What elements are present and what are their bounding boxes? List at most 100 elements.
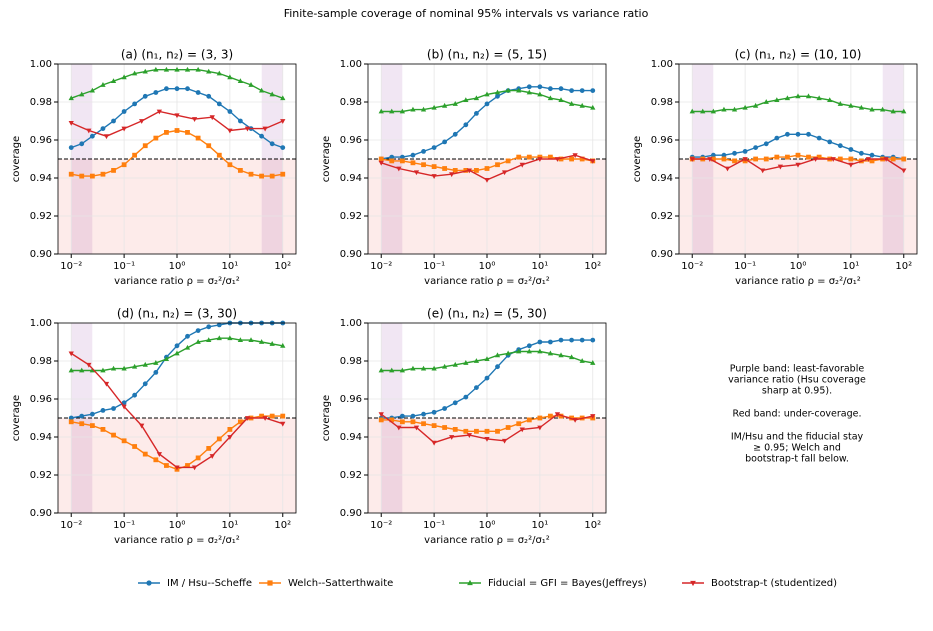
data-point bbox=[516, 87, 522, 93]
data-point bbox=[142, 381, 148, 387]
data-point bbox=[410, 160, 416, 166]
data-point bbox=[901, 156, 907, 162]
data-point bbox=[269, 341, 275, 346]
data-point bbox=[410, 413, 416, 419]
data-point bbox=[421, 411, 426, 417]
data-point bbox=[110, 78, 117, 84]
data-point bbox=[431, 440, 437, 446]
data-point bbox=[547, 339, 553, 345]
data-point bbox=[495, 428, 500, 434]
data-point bbox=[784, 95, 791, 101]
data-point bbox=[378, 108, 384, 114]
data-point bbox=[484, 375, 490, 381]
data-point bbox=[68, 367, 74, 373]
data-point bbox=[452, 131, 458, 137]
data-point bbox=[526, 84, 532, 90]
subplot-title: (b) (n₁, n₂) = (5, 15) bbox=[427, 48, 547, 62]
data-point bbox=[378, 156, 384, 162]
data-point bbox=[206, 446, 212, 451]
data-point bbox=[68, 419, 74, 425]
data-point bbox=[721, 156, 727, 162]
data-point bbox=[558, 156, 564, 162]
data-point bbox=[753, 156, 759, 162]
data-point bbox=[227, 335, 233, 341]
data-point bbox=[237, 118, 243, 124]
y-axis-label: coverage bbox=[11, 395, 22, 441]
data-point bbox=[89, 411, 95, 417]
data-point bbox=[206, 143, 212, 149]
data-point bbox=[547, 350, 554, 356]
data-point bbox=[474, 385, 479, 390]
data-point bbox=[837, 143, 843, 149]
x-tick-label: 10² bbox=[895, 261, 912, 272]
y-tick-label: 0.90 bbox=[30, 249, 52, 260]
data-point bbox=[399, 108, 406, 114]
data-point bbox=[195, 66, 201, 72]
data-point bbox=[526, 343, 532, 349]
data-point bbox=[153, 457, 159, 463]
data-point bbox=[777, 164, 784, 170]
data-point bbox=[111, 168, 116, 173]
data-point bbox=[827, 139, 833, 145]
data-point bbox=[484, 428, 490, 434]
data-point bbox=[579, 337, 585, 343]
y-tick-label: 1.00 bbox=[340, 59, 362, 70]
y-tick-label: 0.92 bbox=[340, 470, 362, 481]
data-point bbox=[248, 82, 254, 87]
data-point bbox=[547, 95, 554, 101]
y-tick-label: 0.96 bbox=[651, 135, 673, 146]
x-tick-label: 10¹ bbox=[532, 520, 549, 531]
data-point bbox=[806, 131, 811, 137]
y-tick-label: 0.98 bbox=[30, 356, 52, 367]
data-point bbox=[68, 120, 74, 126]
x-axis-label: variance ratio ρ = σ₂²/σ₁² bbox=[424, 535, 550, 546]
data-point bbox=[100, 171, 106, 177]
x-axis-label: variance ratio ρ = σ₂²/σ₁² bbox=[114, 276, 240, 287]
data-point bbox=[516, 348, 522, 354]
data-point bbox=[79, 141, 85, 147]
data-point bbox=[163, 356, 170, 362]
data-point bbox=[590, 360, 596, 365]
x-tick-label: 10² bbox=[274, 520, 291, 531]
y-tick-label: 1.00 bbox=[340, 318, 362, 329]
data-point bbox=[68, 171, 74, 177]
data-point bbox=[763, 141, 769, 147]
data-point bbox=[132, 444, 138, 449]
data-point bbox=[848, 156, 854, 162]
data-point bbox=[68, 351, 74, 357]
annotation: variance ratio (Hsu coverage bbox=[728, 375, 866, 386]
y-tick-label: 0.98 bbox=[651, 97, 673, 108]
data-point bbox=[184, 66, 191, 72]
data-point bbox=[869, 152, 875, 158]
data-point bbox=[516, 154, 522, 160]
legend-marker bbox=[146, 580, 152, 586]
data-point bbox=[68, 145, 74, 151]
data-point bbox=[710, 156, 716, 162]
axes-frame bbox=[57, 63, 297, 255]
data-point bbox=[259, 173, 264, 179]
data-point bbox=[100, 126, 106, 131]
data-point bbox=[269, 413, 275, 419]
data-point bbox=[185, 333, 190, 339]
data-point bbox=[466, 433, 473, 438]
annotation: IM/Hsu and the fiducial stay bbox=[731, 432, 864, 443]
annotation: Red band: under-coverage. bbox=[733, 409, 862, 420]
data-point bbox=[258, 87, 265, 93]
data-point bbox=[248, 337, 254, 343]
x-tick-label: 10⁻² bbox=[370, 261, 392, 272]
data-point bbox=[442, 406, 448, 411]
data-point bbox=[259, 413, 264, 419]
data-point bbox=[280, 342, 286, 348]
data-point bbox=[858, 104, 865, 110]
data-point bbox=[209, 454, 215, 459]
x-tick-label: 10⁻² bbox=[681, 261, 703, 272]
data-point bbox=[139, 119, 145, 124]
data-point bbox=[516, 421, 522, 427]
data-point bbox=[519, 162, 525, 168]
data-point bbox=[399, 413, 405, 419]
x-tick-label: 10⁻² bbox=[60, 520, 82, 531]
x-axis-label: variance ratio ρ = σ₂²/σ₁² bbox=[424, 276, 550, 287]
data-point bbox=[724, 166, 731, 172]
y-tick-label: 0.96 bbox=[340, 135, 362, 146]
data-point bbox=[389, 367, 395, 373]
